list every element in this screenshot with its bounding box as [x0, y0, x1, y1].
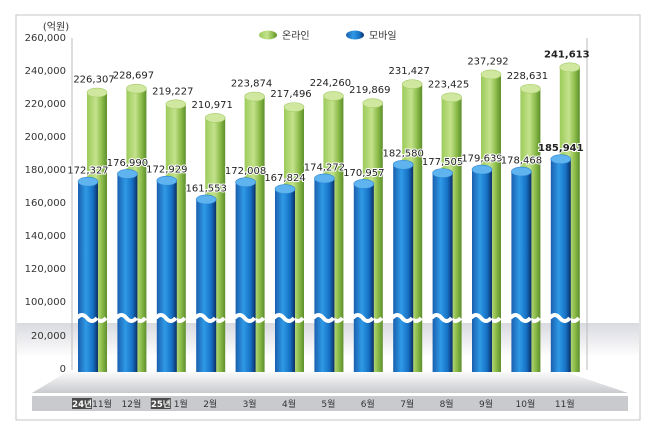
y-tick-label: 220,000	[25, 99, 66, 110]
y-tick-label: 260,000	[25, 33, 66, 44]
data-label-online: 223,874	[231, 79, 272, 90]
y-tick-label: 200,000	[25, 132, 66, 143]
data-label-online: 226,307	[73, 75, 114, 86]
y-unit-label: (억원)	[43, 21, 69, 33]
data-label-online: 228,697	[113, 71, 154, 82]
data-label-online: 219,869	[349, 85, 390, 96]
year-badge-label: 24년	[72, 399, 92, 410]
data-label-online: 219,227	[152, 86, 193, 97]
bar-mobile	[508, 166, 532, 372]
x-tick-label: 1월	[174, 398, 188, 410]
y-tick-label: 140,000	[25, 231, 66, 242]
x-tick-label: 4월	[282, 398, 296, 410]
bar-mobile	[351, 179, 375, 372]
x-tick-label: 3월	[243, 398, 257, 410]
y-tick-label: 120,000	[25, 264, 66, 275]
bar-mobile	[193, 194, 217, 372]
y-tick-label: 20,000	[31, 331, 66, 342]
x-tick-label: 7월	[400, 398, 414, 410]
y-tick-label: 160,000	[25, 198, 66, 209]
y-tick-label: 180,000	[25, 165, 66, 176]
data-label-online: 228,631	[507, 71, 548, 82]
bar-mobile	[430, 168, 454, 372]
data-label-online: 224,260	[310, 78, 351, 89]
bar-mobile	[469, 164, 493, 372]
data-label-mobile: 177,505	[422, 157, 463, 168]
data-label-mobile: 178,468	[501, 156, 542, 167]
data-label-mobile: 185,941	[538, 143, 584, 154]
x-tick-label: 8월	[440, 398, 454, 410]
data-label-mobile: 167,824	[264, 173, 305, 184]
bar-mobile	[114, 169, 138, 372]
x-tick-label: 11월	[92, 398, 112, 410]
data-label-online: 217,496	[270, 89, 311, 100]
x-tick-label: 11월	[555, 398, 575, 410]
data-label-mobile: 161,553	[186, 183, 227, 194]
data-label-online: 241,613	[544, 49, 590, 60]
year-badge	[150, 398, 171, 409]
legend-label: 온라인	[282, 30, 310, 42]
bar-mobile	[548, 154, 572, 372]
x-tick-label: 10월	[516, 398, 536, 410]
bar-mobile	[272, 184, 296, 372]
bar-mobile	[75, 176, 99, 372]
data-label-online: 223,425	[428, 79, 469, 90]
legend-swatch-mobile-icon	[346, 30, 364, 40]
y-tick-label: 240,000	[25, 66, 66, 77]
data-label-online: 237,292	[467, 56, 508, 67]
data-label-mobile: 172,327	[67, 166, 108, 177]
year-badge-label: 25년	[151, 399, 171, 410]
data-label-mobile: 176,990	[107, 158, 148, 169]
x-tick-label: 5월	[321, 398, 335, 410]
data-label-mobile: 182,580	[383, 149, 424, 160]
x-tick-label: 12월	[122, 398, 142, 410]
data-label-mobile: 174,272	[304, 162, 345, 173]
y-tick-label: 100,000	[25, 297, 66, 308]
legend-label: 모바일	[369, 30, 397, 42]
data-label-mobile: 170,957	[343, 168, 384, 179]
x-tick-label: 9월	[479, 398, 493, 410]
category-axis-bar	[32, 396, 628, 411]
x-tick-label: 6월	[361, 398, 375, 410]
bar-mobile	[311, 173, 335, 372]
data-label-online: 231,427	[389, 66, 430, 77]
bar-mobile	[390, 159, 414, 372]
bar-mobile	[154, 175, 178, 372]
legend-swatch-online-icon	[259, 30, 277, 40]
bar-mobile	[233, 177, 257, 372]
data-label-online: 210,971	[192, 100, 233, 111]
y-tick-label: 0	[60, 364, 66, 375]
data-label-mobile: 172,929	[146, 165, 187, 176]
data-label-mobile: 179,639	[461, 154, 502, 165]
chart-floor	[32, 370, 628, 393]
data-label-mobile: 172,008	[225, 166, 266, 177]
x-tick-label: 2월	[203, 398, 217, 410]
year-badge	[72, 398, 92, 409]
